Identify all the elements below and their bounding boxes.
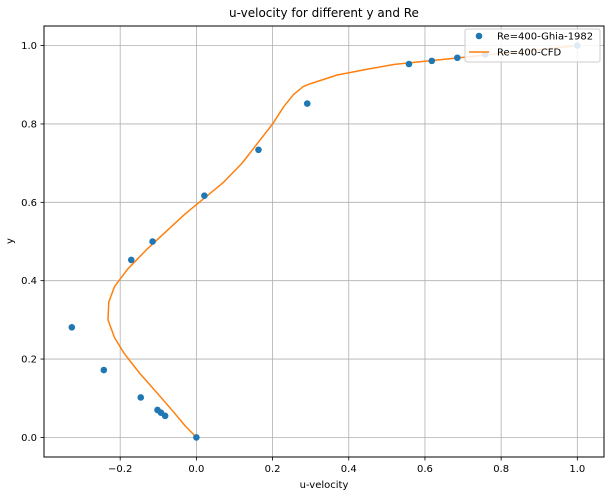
ghia-data-point [127,256,135,264]
plot-frame [43,25,605,458]
ghia-data-point [193,434,200,441]
ghia-data-point [137,394,145,401]
ghia-data-point [154,406,161,414]
x-tick-label: 0.6 [417,464,433,475]
x-axis-title: u-velocity [300,480,349,491]
ghia-data-point [405,60,413,68]
ghia-data-point [149,238,156,245]
ghia-data-point [428,57,436,65]
y-tick-label: 0.4 [21,276,37,287]
legend-scatter-marker [475,32,483,40]
ghia-data-point [100,366,108,374]
ghia-data-point [255,146,262,154]
chart-title: u-velocity for different y and Re [229,6,419,20]
cfd-line-series [107,44,578,438]
x-tick-label: 1.0 [569,464,585,475]
ghia-data-point [68,324,76,331]
legend-label-line: Re=400-CFD [497,48,561,59]
y-tick-label: 0.6 [21,198,37,209]
ghia-data-point [454,54,461,62]
line-series-layer [107,44,578,438]
y-tick-label: 0.2 [21,355,37,366]
ghia-data-point [303,100,311,107]
x-tick-label: −0.2 [108,464,132,475]
y-tick-label: 0.0 [21,433,37,444]
x-tick-label: 0.4 [341,464,357,475]
y-tick-label: 0.8 [21,119,37,130]
x-tick-label: 0.8 [493,464,509,475]
x-tick-label: 0.2 [265,464,281,475]
y-axis-ticks: 0.0 0.2 0.4 0.6 0.8 1.0 [21,41,44,444]
x-axis-ticks: −0.2 0.0 0.2 0.4 0.6 0.8 1.0 [108,457,585,475]
legend-box [464,28,601,63]
x-tick-label: 0.0 [188,464,204,475]
ghia-data-point [201,192,208,199]
legend-label-scatter: Re=400-Ghia-1982 [497,32,593,43]
y-axis-title: y [5,238,16,244]
y-tick-label: 1.0 [21,41,37,52]
legend: Re=400-Ghia-1982 Re=400-CFD [464,28,601,63]
